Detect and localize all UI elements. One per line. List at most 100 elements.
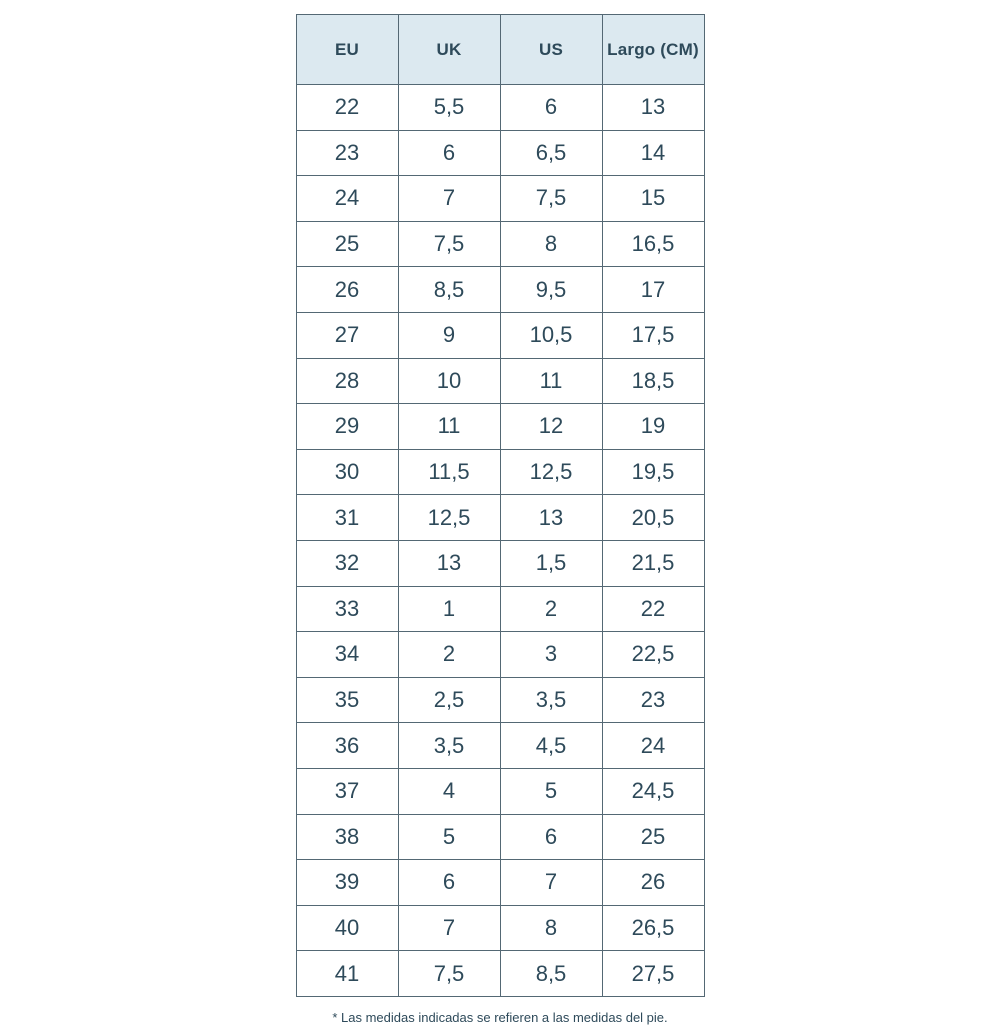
- table-cell: 7,5: [397, 950, 501, 997]
- table-cell: 8: [499, 220, 603, 268]
- table-cell: 21,5: [601, 539, 705, 587]
- table-cell: 23: [601, 676, 705, 724]
- table-cell: 9: [397, 311, 501, 359]
- table-cell: 7: [397, 175, 501, 222]
- table-row: 39 6 7 26: [295, 859, 705, 906]
- table-row: 37 4 5 24,5: [295, 767, 705, 815]
- table-cell: 5: [499, 767, 603, 815]
- table-row: 40 7 8 26,5: [295, 904, 705, 952]
- table-cell: 24: [295, 175, 399, 222]
- table-cell: 6: [499, 84, 603, 131]
- table-cell: 5,5: [397, 84, 501, 131]
- table-cell: 8,5: [499, 950, 603, 997]
- table-cell: 15: [601, 175, 705, 222]
- table-cell: 3,5: [499, 676, 603, 724]
- table-row: 24 7 7,5 15: [295, 175, 705, 222]
- table-cell: 13: [499, 494, 603, 541]
- table-row: 31 12,5 13 20,5: [295, 494, 705, 541]
- table-cell: 12: [499, 403, 603, 450]
- table-row: 35 2,5 3,5 23: [295, 676, 705, 724]
- table-cell: 2: [397, 631, 501, 678]
- table-cell: 31: [295, 494, 399, 541]
- table-cell: 12,5: [499, 448, 603, 496]
- table-cell: 4,5: [499, 722, 603, 769]
- table-cell: 24,5: [601, 767, 705, 815]
- table-cell: 22: [601, 585, 705, 633]
- table-cell: 26: [601, 859, 705, 906]
- table-cell: 18,5: [601, 357, 705, 405]
- table-cell: 36: [295, 722, 399, 769]
- table-body: 22 5,5 6 13 23 6 6,5 14 24 7 7,5 15 25 7,5 8 16,5 26 8,5 9…: [295, 84, 705, 997]
- table-cell: 32: [295, 539, 399, 587]
- table-cell: 6,5: [499, 129, 603, 177]
- table-row: 29 11 12 19: [295, 403, 705, 450]
- table-cell: 14: [601, 129, 705, 177]
- table-cell: 16,5: [601, 220, 705, 268]
- table-cell: 34: [295, 631, 399, 678]
- footnote: * Las medidas indicadas se refieren a la…: [332, 1009, 668, 1025]
- table-cell: 9,5: [499, 266, 603, 313]
- table-cell: 25: [601, 813, 705, 861]
- table-cell: 6: [397, 859, 501, 906]
- table-cell: 25: [295, 220, 399, 268]
- table-cell: 13: [397, 539, 501, 587]
- table-cell: 11: [397, 403, 501, 450]
- table-cell: 33: [295, 585, 399, 633]
- table-cell: 26,5: [601, 904, 705, 952]
- table-cell: 1,5: [499, 539, 603, 587]
- size-conversion-table: EU UK US Largo (CM) 22 5,5 6 13 23 6 6,5 14 24 7 7…: [295, 14, 705, 997]
- table-cell: 4: [397, 767, 501, 815]
- table-cell: 29: [295, 403, 399, 450]
- table-cell: 8,5: [397, 266, 501, 313]
- header-uk: UK: [397, 14, 501, 85]
- table-cell: 17,5: [601, 311, 705, 359]
- table-cell: 27,5: [601, 950, 705, 997]
- table-cell: 39: [295, 859, 399, 906]
- table-cell: 30: [295, 448, 399, 496]
- table-cell: 35: [295, 676, 399, 724]
- table-cell: 22,5: [601, 631, 705, 678]
- table-cell: 6: [397, 129, 501, 177]
- table-cell: 6: [499, 813, 603, 861]
- table-row: 30 11,5 12,5 19,5: [295, 448, 705, 496]
- header-row: EU UK US Largo (CM): [295, 14, 705, 85]
- table-row: 27 9 10,5 17,5: [295, 311, 705, 359]
- table-cell: 10,5: [499, 311, 603, 359]
- table-cell: 8: [499, 904, 603, 952]
- table-cell: 20,5: [601, 494, 705, 541]
- table-cell: 23: [295, 129, 399, 177]
- table-row: 34 2 3 22,5: [295, 631, 705, 678]
- table-row: 28 10 11 18,5: [295, 357, 705, 405]
- table-cell: 3,5: [397, 722, 501, 769]
- table-cell: 10: [397, 357, 501, 405]
- table-cell: 2,5: [397, 676, 501, 724]
- table-row: 36 3,5 4,5 24: [295, 722, 705, 769]
- table-row: 33 1 2 22: [295, 585, 705, 633]
- table-cell: 17: [601, 266, 705, 313]
- page: EU UK US Largo (CM) 22 5,5 6 13 23 6 6,5 14 24 7 7…: [295, 14, 705, 1025]
- table-cell: 19,5: [601, 448, 705, 496]
- table-row: 23 6 6,5 14: [295, 129, 705, 177]
- table-row: 25 7,5 8 16,5: [295, 220, 705, 268]
- table-cell: 7,5: [397, 220, 501, 268]
- table-cell: 3: [499, 631, 603, 678]
- table-cell: 2: [499, 585, 603, 633]
- table-cell: 12,5: [397, 494, 501, 541]
- table-cell: 24: [601, 722, 705, 769]
- table-cell: 26: [295, 266, 399, 313]
- table-cell: 37: [295, 767, 399, 815]
- header-eu: EU: [295, 14, 399, 85]
- table-cell: 5: [397, 813, 501, 861]
- table-cell: 27: [295, 311, 399, 359]
- table-cell: 7: [397, 904, 501, 952]
- header-largo-cm: Largo (CM): [601, 14, 705, 85]
- table-cell: 7,5: [499, 175, 603, 222]
- table-cell: 41: [295, 950, 399, 997]
- table-cell: 1: [397, 585, 501, 633]
- table-row: 32 13 1,5 21,5: [295, 539, 705, 587]
- table-cell: 13: [601, 84, 705, 131]
- table-row: 26 8,5 9,5 17: [295, 266, 705, 313]
- table-cell: 11: [499, 357, 603, 405]
- table-cell: 11,5: [397, 448, 501, 496]
- table-cell: 19: [601, 403, 705, 450]
